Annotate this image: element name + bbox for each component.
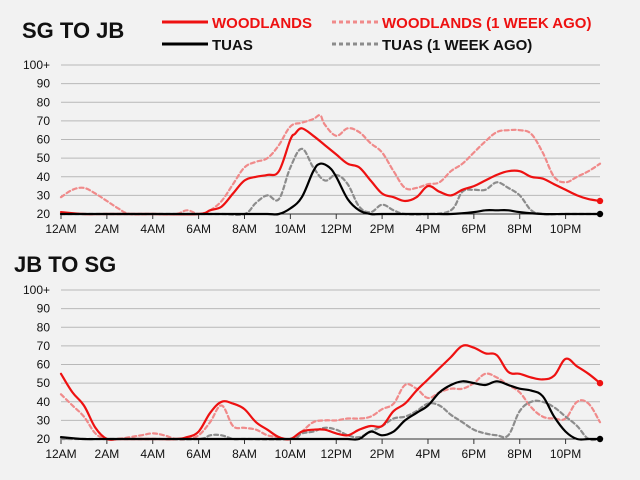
x-tick-label: 4AM bbox=[140, 447, 165, 461]
x-tick-label: 4AM bbox=[140, 222, 165, 236]
x-tick-label: 4PM bbox=[416, 222, 441, 236]
series-line-woodlands bbox=[59, 127, 602, 216]
x-tick-label: 8PM bbox=[507, 222, 532, 236]
chart-title-sg-to-jb: SG TO JB bbox=[22, 18, 124, 43]
x-tick-label: 10PM bbox=[550, 447, 581, 461]
y-tick-label: 70 bbox=[37, 114, 51, 128]
series-line-tuas-prev bbox=[59, 147, 602, 216]
x-tick-label: 2PM bbox=[370, 447, 395, 461]
y-tick-label: 20 bbox=[37, 207, 51, 221]
x-tick-label: 8PM bbox=[507, 447, 532, 461]
x-tick-label: 2PM bbox=[370, 222, 395, 236]
endpoint-dot-tuas bbox=[596, 435, 604, 443]
y-tick-label: 30 bbox=[37, 188, 51, 202]
x-tick-label: 10AM bbox=[275, 447, 306, 461]
chart-title-jb-to-sg: JB TO SG bbox=[14, 252, 116, 277]
plot-jb-to-sg: 20 30 40 50 60 70 80 90 100+ 12AM 2AM 4AM 6AM 8AM 10AM… bbox=[23, 283, 604, 461]
x-tick-label: 12PM bbox=[321, 447, 352, 461]
series-line-tuas bbox=[59, 162, 602, 216]
x-tick-label: 6PM bbox=[462, 447, 487, 461]
x-tick-label: 6PM bbox=[462, 222, 487, 236]
x-tick-label: 6AM bbox=[186, 222, 211, 236]
y-tick-label: 90 bbox=[37, 302, 51, 316]
y-tick-label: 30 bbox=[37, 413, 51, 427]
series-line-woodlands-prev bbox=[59, 114, 602, 216]
legend-label-woodlands-prev: WOODLANDS (1 WEEK AGO) bbox=[382, 15, 591, 32]
y-tick-label: 20 bbox=[37, 432, 51, 446]
x-tick-label: 10PM bbox=[550, 222, 581, 236]
y-tick-label: 50 bbox=[37, 151, 51, 165]
y-tick-label: 80 bbox=[37, 320, 51, 334]
y-tick-label: 100+ bbox=[23, 58, 50, 72]
x-tick-label: 8AM bbox=[232, 447, 257, 461]
x-tick-label: 6AM bbox=[186, 447, 211, 461]
y-tick-label: 60 bbox=[37, 358, 51, 372]
y-tick-label: 90 bbox=[37, 77, 51, 91]
y-tick-label: 100+ bbox=[23, 283, 50, 297]
x-tick-label: 12PM bbox=[321, 222, 352, 236]
y-tick-label: 80 bbox=[37, 95, 51, 109]
y-tick-label: 50 bbox=[37, 376, 51, 390]
x-tick-label: 12AM bbox=[45, 447, 76, 461]
endpoint-dot-woodlands bbox=[596, 197, 604, 205]
endpoint-dot-woodlands bbox=[596, 379, 604, 387]
endpoint-dot-tuas bbox=[596, 210, 604, 218]
plot-sg-to-jb: 20 30 40 50 60 70 80 90 100+ 12AM 2AM 4AM 6AM 8AM 10AM… bbox=[23, 58, 604, 236]
legend-label-tuas-prev: TUAS (1 WEEK AGO) bbox=[382, 37, 532, 54]
y-tick-label: 70 bbox=[37, 339, 51, 353]
x-tick-label: 4PM bbox=[416, 447, 441, 461]
legend-label-woodlands: WOODLANDS bbox=[212, 15, 312, 32]
series-line-tuas bbox=[59, 380, 602, 441]
y-tick-label: 60 bbox=[37, 133, 51, 147]
y-tick-label: 40 bbox=[37, 170, 51, 184]
legend-label-tuas: TUAS bbox=[212, 37, 253, 54]
x-tick-label: 12AM bbox=[45, 222, 76, 236]
x-tick-label: 8AM bbox=[232, 222, 257, 236]
legend: WOODLANDS WOODLANDS (1 WEEK AGO) TUAS TU… bbox=[162, 15, 591, 54]
x-tick-label: 10AM bbox=[275, 222, 306, 236]
x-tick-label: 2AM bbox=[95, 447, 120, 461]
x-tick-label: 2AM bbox=[95, 222, 120, 236]
y-tick-label: 40 bbox=[37, 395, 51, 409]
